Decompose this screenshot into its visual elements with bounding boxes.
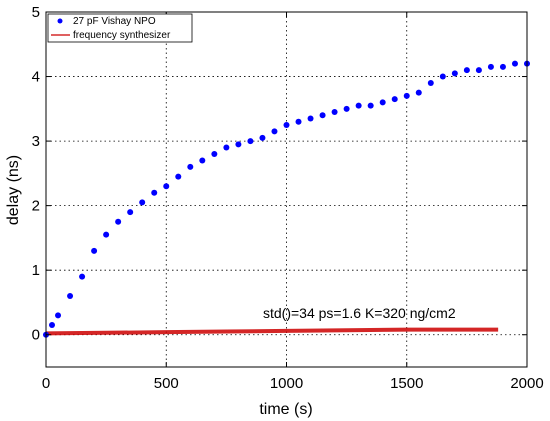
data-point — [487, 63, 494, 70]
data-point — [115, 218, 122, 225]
series-group — [43, 60, 530, 338]
legend-box — [47, 13, 193, 43]
data-point — [367, 102, 374, 109]
data-point — [343, 105, 350, 112]
y-tick-label: 0 — [32, 327, 40, 344]
data-point — [499, 63, 506, 70]
grid — [46, 12, 527, 367]
data-point — [235, 141, 242, 148]
data-point — [67, 293, 74, 299]
data-point — [475, 67, 482, 74]
x-tick-label: 1500 — [390, 375, 423, 392]
data-point — [271, 128, 278, 135]
data-point — [139, 199, 146, 206]
data-point — [331, 109, 338, 116]
x-tick-label: 2000 — [510, 375, 543, 392]
x-tick-label: 0 — [42, 375, 50, 392]
annotation-text: std()=34 ps=1.6 K=320 ng/cm2 — [263, 305, 456, 321]
data-point — [49, 322, 56, 329]
data-point — [151, 189, 158, 196]
x-tick-label: 1000 — [270, 375, 303, 392]
data-point — [391, 96, 398, 103]
data-point — [415, 89, 422, 96]
y-tick-label: 4 — [32, 69, 40, 86]
data-point — [187, 163, 194, 170]
x-axis-label: time (s) — [259, 401, 312, 418]
y-tick-label: 2 — [32, 198, 40, 215]
data-point — [439, 73, 446, 80]
data-point — [55, 312, 62, 319]
legend-marker-series-1 — [57, 18, 63, 24]
data-point — [211, 151, 218, 157]
data-point — [403, 92, 410, 99]
data-point — [295, 118, 302, 125]
x-tick-label: 500 — [154, 375, 179, 392]
y-axis-label: delay (ns) — [5, 155, 22, 225]
data-point — [427, 80, 434, 86]
legend-label-series-2: frequency synthesizer — [73, 30, 171, 41]
data-point — [451, 70, 458, 77]
y-tick-label: 5 — [32, 4, 40, 21]
data-point — [247, 138, 254, 145]
data-point — [379, 99, 386, 106]
data-point — [91, 247, 98, 254]
series-line-frequency-synthesizer — [45, 327, 499, 336]
data-point — [307, 115, 314, 122]
data-point — [355, 102, 362, 109]
data-point — [199, 157, 206, 164]
data-point — [127, 209, 134, 216]
y-tick-label: 3 — [32, 133, 40, 150]
data-point — [283, 121, 290, 128]
data-point — [163, 183, 170, 190]
y-tick-label: 1 — [32, 262, 40, 279]
data-point — [79, 273, 86, 280]
legend: 27 pF Vishay NPO frequency synthesizer — [47, 13, 193, 43]
legend-label-series-1: 27 pF Vishay NPO — [73, 16, 156, 27]
data-point — [511, 60, 518, 67]
data-point — [463, 67, 470, 74]
ticks: 0 500 1000 1500 2000 0 1 2 3 4 5 — [32, 4, 544, 392]
data-point — [319, 112, 326, 119]
data-point — [259, 134, 266, 141]
data-point — [223, 144, 230, 151]
data-point — [103, 231, 110, 238]
data-point — [175, 173, 182, 180]
